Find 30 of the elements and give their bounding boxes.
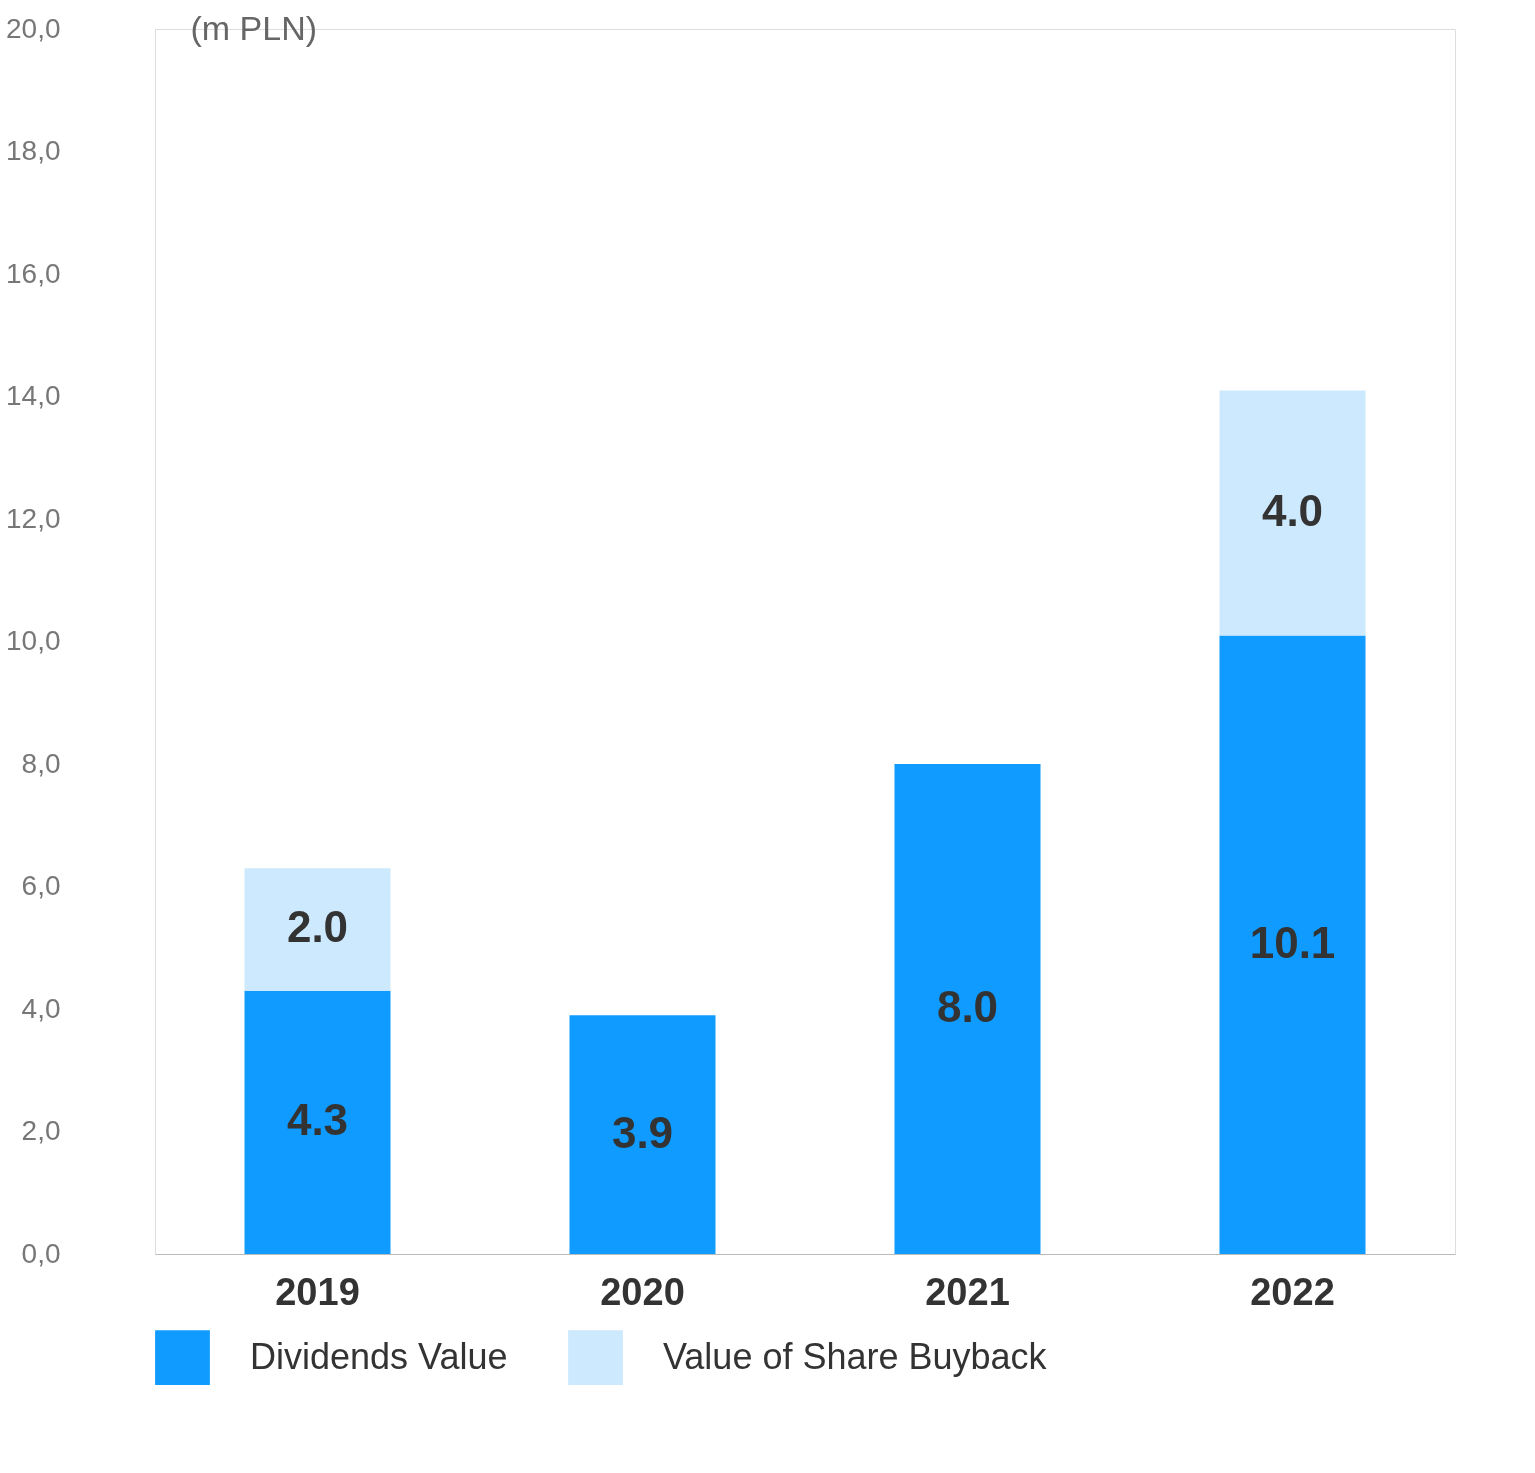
y-tick-label: 12,0 <box>6 502 61 534</box>
bar <box>569 1015 716 1254</box>
bar <box>244 868 391 991</box>
legend-label: Value of Share Buyback <box>663 1335 1048 1377</box>
y-tick-label: 4,0 <box>21 992 61 1024</box>
bar <box>244 990 391 1254</box>
x-tick-label: 2020 <box>600 1270 685 1313</box>
data-label: 10.1 <box>1249 917 1336 967</box>
y-tick-label: 6,0 <box>21 870 61 901</box>
y-tick-label: 18,0 <box>6 135 61 166</box>
y-tick-label: 20,0 <box>6 12 61 44</box>
x-tick-label: 2019 <box>275 1270 360 1313</box>
y-tick-label: 8,0 <box>21 747 61 779</box>
legend-label: Dividends Value <box>250 1335 508 1377</box>
y-tick-label: 16,0 <box>6 257 61 289</box>
y-tick-label: 14,0 <box>6 380 61 411</box>
data-label: 8.0 <box>936 982 999 1031</box>
data-label: 3.9 <box>611 1107 674 1157</box>
bar <box>894 764 1041 1254</box>
bar <box>1219 635 1366 1254</box>
data-label: 2.0 <box>286 902 349 952</box>
data-label: 4.3 <box>286 1095 349 1145</box>
y-tick-label: 0,0 <box>21 1237 61 1269</box>
x-tick-label: 2021 <box>925 1270 1010 1313</box>
data-label: 4.0 <box>1261 485 1324 535</box>
y-tick-label: 2,0 <box>21 1115 61 1146</box>
bar <box>1219 390 1366 636</box>
y-axis-title: (m PLN) <box>190 8 318 47</box>
y-tick-label: 10,0 <box>6 625 61 656</box>
x-tick-label: 2022 <box>1250 1270 1335 1313</box>
